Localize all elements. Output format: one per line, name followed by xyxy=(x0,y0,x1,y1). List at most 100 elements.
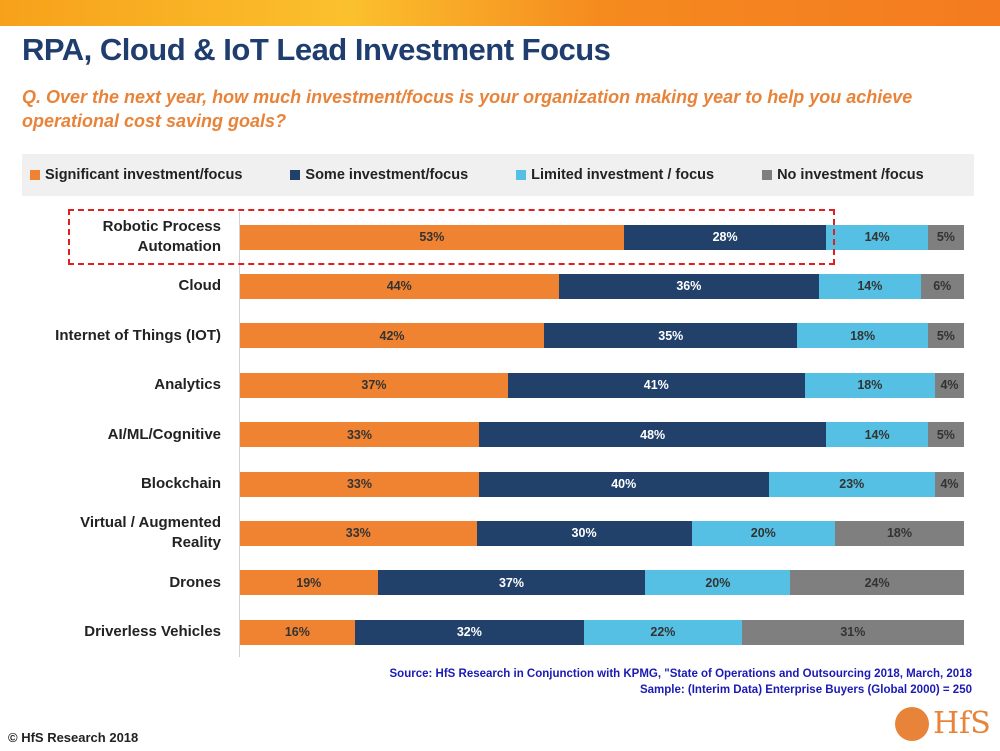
legend-swatch xyxy=(290,170,301,180)
logo-icon xyxy=(895,706,929,741)
category-label: AI/ML/Cognitive xyxy=(107,425,221,443)
legend-item: Limited investment / focus xyxy=(516,167,714,183)
legend-item: No investment /focus xyxy=(762,167,924,183)
bar-segment: 4% xyxy=(935,471,964,497)
copyright: © HfS Research 2018 xyxy=(8,730,139,745)
data-label: 20% xyxy=(705,575,731,590)
legend-label: Significant investment/focus xyxy=(45,167,243,183)
category-label: Cloud xyxy=(178,277,222,295)
data-label: 6% xyxy=(933,279,952,294)
bar-segment: 23% xyxy=(768,471,936,497)
data-label: 5% xyxy=(936,328,955,343)
bar-segment: 18% xyxy=(797,323,928,349)
data-label: 31% xyxy=(840,625,866,640)
bar-segment: 5% xyxy=(927,224,964,250)
rpa-highlight-box xyxy=(68,209,835,265)
data-label: 14% xyxy=(857,279,883,294)
legend-swatch xyxy=(516,170,527,180)
bar-segment: 33% xyxy=(240,422,479,448)
bar-segment: 18% xyxy=(834,520,964,546)
bar-segment: 20% xyxy=(691,520,835,546)
bar-segment: 28% xyxy=(623,224,827,250)
bar-segment: 30% xyxy=(476,520,692,546)
hfs-logo: HfS xyxy=(895,706,991,741)
bar-segment: 41% xyxy=(507,372,805,398)
data-label: 41% xyxy=(643,378,669,393)
bar-segment: 14% xyxy=(826,422,928,448)
data-label: 32% xyxy=(456,625,482,640)
bar-segment: 37% xyxy=(240,372,508,398)
data-label: 14% xyxy=(864,230,890,244)
data-label: 48% xyxy=(640,427,666,442)
chart-legend: Significant investment/focus Some investm… xyxy=(22,154,974,196)
data-label: 16% xyxy=(284,625,310,640)
legend-item: Significant investment/focus xyxy=(30,167,242,183)
bar-segment: 24% xyxy=(790,570,964,596)
data-label: 40% xyxy=(611,477,637,491)
data-label: 18% xyxy=(886,526,912,541)
data-label: 23% xyxy=(839,477,865,491)
data-label: 53% xyxy=(419,230,445,244)
header-banner xyxy=(0,0,1000,26)
logo-text: HfS xyxy=(933,706,991,741)
category-label: Blockchain xyxy=(140,475,221,492)
bar-segment: 19% xyxy=(240,570,378,596)
bar-segment: 37% xyxy=(377,570,646,596)
bar-segment: 14% xyxy=(826,224,928,250)
data-label: 20% xyxy=(750,526,776,541)
bar-segment: 36% xyxy=(558,273,820,299)
page-title: RPA, Cloud & IoT Lead Investment Focus xyxy=(22,32,611,67)
data-label: 4% xyxy=(940,477,959,491)
bar-segment: 42% xyxy=(240,323,545,349)
data-label: 24% xyxy=(864,575,890,590)
legend-swatch xyxy=(762,170,773,180)
bar-segment: 16% xyxy=(240,619,355,645)
bar-segment: 40% xyxy=(478,471,769,497)
data-label: 22% xyxy=(650,625,676,640)
bar-segment: 32% xyxy=(354,619,585,645)
data-label: 30% xyxy=(571,526,597,541)
bar-segment: 48% xyxy=(478,422,827,448)
source-text: Source: HfS Research in Conjunction with… xyxy=(389,668,972,680)
legend-label: Limited investment / focus xyxy=(531,167,715,183)
legend-label: No investment /focus xyxy=(777,167,924,183)
data-label: 36% xyxy=(676,279,702,294)
bar-segment: 14% xyxy=(819,273,921,299)
category-axis xyxy=(239,212,240,657)
bar-segment: 33% xyxy=(240,520,477,546)
data-label: 4% xyxy=(940,378,959,393)
bar-segment: 44% xyxy=(240,273,559,299)
data-label: 5% xyxy=(936,230,955,244)
data-label: 33% xyxy=(346,427,372,442)
bar-segment: 20% xyxy=(645,570,791,596)
data-label: 14% xyxy=(864,427,890,442)
data-label: 33% xyxy=(346,477,372,491)
data-label: 18% xyxy=(857,378,883,393)
category-label: Internet of Things (IOT) xyxy=(55,326,221,344)
bar-segment: 5% xyxy=(927,323,964,349)
category-label: Virtual / Augmented Reality xyxy=(80,514,221,552)
bar-segment: 33% xyxy=(240,471,479,497)
data-label: 44% xyxy=(386,279,412,294)
data-label: 42% xyxy=(379,328,405,343)
data-label: 37% xyxy=(498,575,524,590)
source-note: Source: HfS Research in Conjunction with… xyxy=(390,666,972,698)
legend-swatch xyxy=(30,170,40,180)
sample-text: Sample: (Interim Data) Enterprise Buyers… xyxy=(639,684,972,696)
category-label: Drones xyxy=(169,573,221,591)
bar-segment: 18% xyxy=(804,372,936,398)
data-label: 37% xyxy=(361,378,387,393)
bar-segment: 5% xyxy=(927,422,964,448)
data-label: 33% xyxy=(345,526,371,541)
category-label: Driverless Vehicles xyxy=(84,623,221,641)
legend-label: Some investment/focus xyxy=(305,167,469,183)
category-label: Analytics xyxy=(154,376,221,394)
survey-question: Q. Over the next year, how much investme… xyxy=(22,87,913,131)
bar-segment: 4% xyxy=(935,372,964,398)
bar-segment: 53% xyxy=(240,224,624,250)
bar-segment: 35% xyxy=(544,323,798,349)
bar-segment: 31% xyxy=(741,619,964,645)
data-label: 35% xyxy=(658,328,684,343)
data-label: 28% xyxy=(712,230,738,244)
legend-item: Some investment/focus xyxy=(290,167,468,183)
